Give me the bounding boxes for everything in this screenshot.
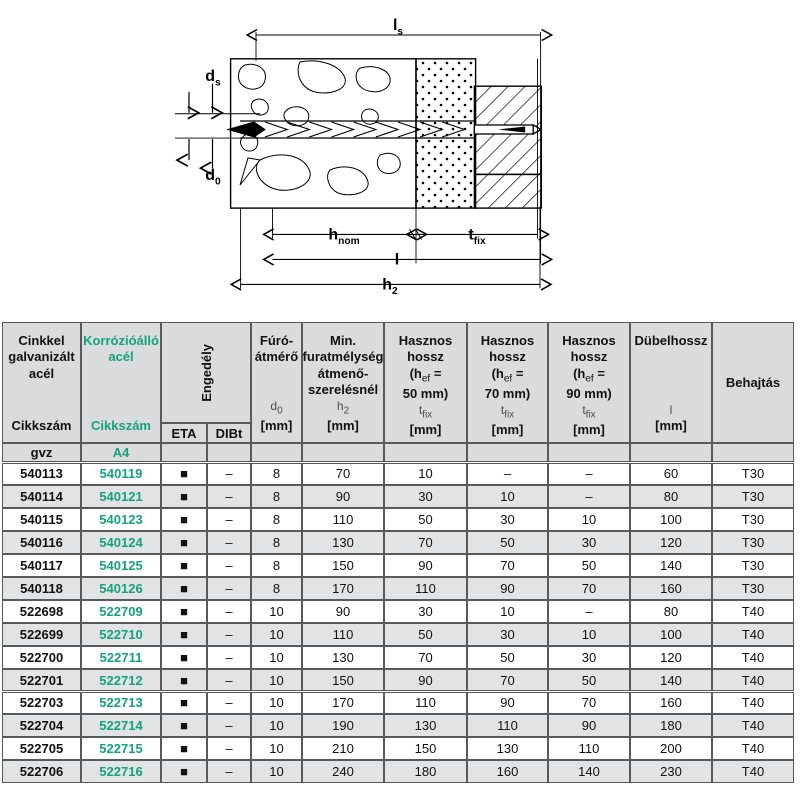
svg-text:tfix: tfix xyxy=(468,226,486,247)
svg-text:d0: d0 xyxy=(205,167,221,188)
svg-text:h2: h2 xyxy=(382,276,398,297)
svg-text:ls: ls xyxy=(393,17,403,38)
svg-text:ds: ds xyxy=(205,68,221,89)
svg-text:hnom: hnom xyxy=(328,226,359,247)
svg-text:l: l xyxy=(395,251,399,268)
